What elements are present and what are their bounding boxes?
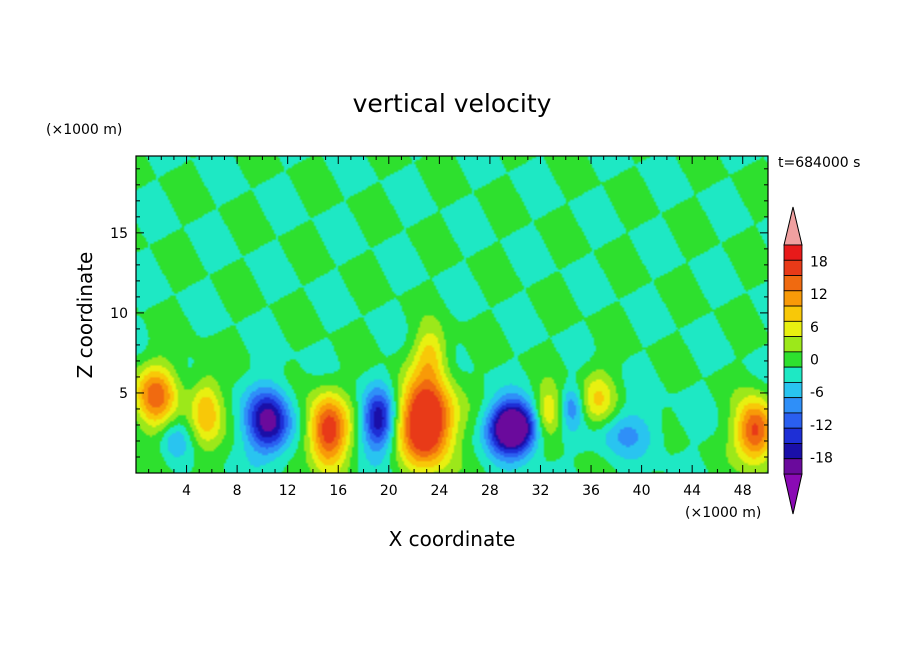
colorbar-segment	[783, 305, 803, 322]
x-axis-label: X coordinate	[389, 527, 516, 551]
y-tick-label: 10	[110, 306, 128, 322]
colorbar-segment	[783, 397, 803, 414]
colorbar-segment	[783, 412, 803, 429]
x-tick-label: 36	[582, 483, 600, 499]
y-axis-label: Z coordinate	[73, 252, 97, 379]
colorbar-segment	[783, 366, 803, 383]
x-tick-label: 4	[182, 483, 191, 499]
colorbar-segment	[783, 427, 803, 444]
velocity-field-image	[136, 156, 768, 473]
x-tick-label: 48	[734, 483, 752, 499]
x-tick-label: 44	[683, 483, 701, 499]
x-tick-label: 8	[233, 483, 242, 499]
x-tick-label: 16	[329, 483, 347, 499]
colorbar-tick-label: -12	[810, 418, 833, 434]
colorbar-segment	[783, 381, 803, 399]
colorbar-segment	[783, 443, 803, 460]
x-tick-label: 28	[481, 483, 499, 499]
y-tick-label: 15	[110, 226, 128, 242]
colorbar-segment	[783, 259, 803, 276]
colorbar-segment	[783, 320, 803, 338]
colorbar-tick-label: 12	[810, 287, 828, 303]
colorbar-max-arrow	[783, 206, 803, 246]
x-tick-label: 12	[279, 483, 297, 499]
colorbar-segment	[783, 336, 803, 353]
time-label: t=684000 s	[778, 155, 860, 171]
colorbar-tick-label: 18	[810, 254, 828, 270]
x-tick-label: 24	[430, 483, 448, 499]
chart-title: vertical velocity	[353, 89, 552, 118]
colorbar: 18 12 6 0 -6 -12 -18	[783, 206, 833, 515]
plot-area	[135, 155, 769, 474]
colorbar-min-arrow	[783, 473, 803, 515]
colorbar-segment	[783, 244, 803, 261]
colorbar-segment	[783, 458, 803, 475]
colorbar-tick-label: 6	[810, 320, 819, 336]
x-tick-label: 40	[633, 483, 651, 499]
x-unit-label: (×1000 m)	[685, 505, 761, 521]
x-axis-ticks: 4 8 12 16 20 24 28 32 36 40 44 48	[148, 156, 756, 499]
y-unit-label: (×1000 m)	[46, 122, 122, 138]
colorbar-tick-label: -18	[810, 451, 833, 467]
colorbar-tick-label: 0	[810, 353, 819, 369]
y-tick-label: 5	[119, 386, 128, 402]
x-tick-label: 32	[532, 483, 550, 499]
colorbar-segment	[783, 275, 803, 292]
x-tick-label: 20	[380, 483, 398, 499]
colorbar-segment	[783, 351, 803, 368]
colorbar-tick-label: -6	[810, 385, 824, 401]
y-axis-ticks: 5 10 15	[110, 168, 768, 458]
colorbar-segment	[783, 290, 803, 307]
